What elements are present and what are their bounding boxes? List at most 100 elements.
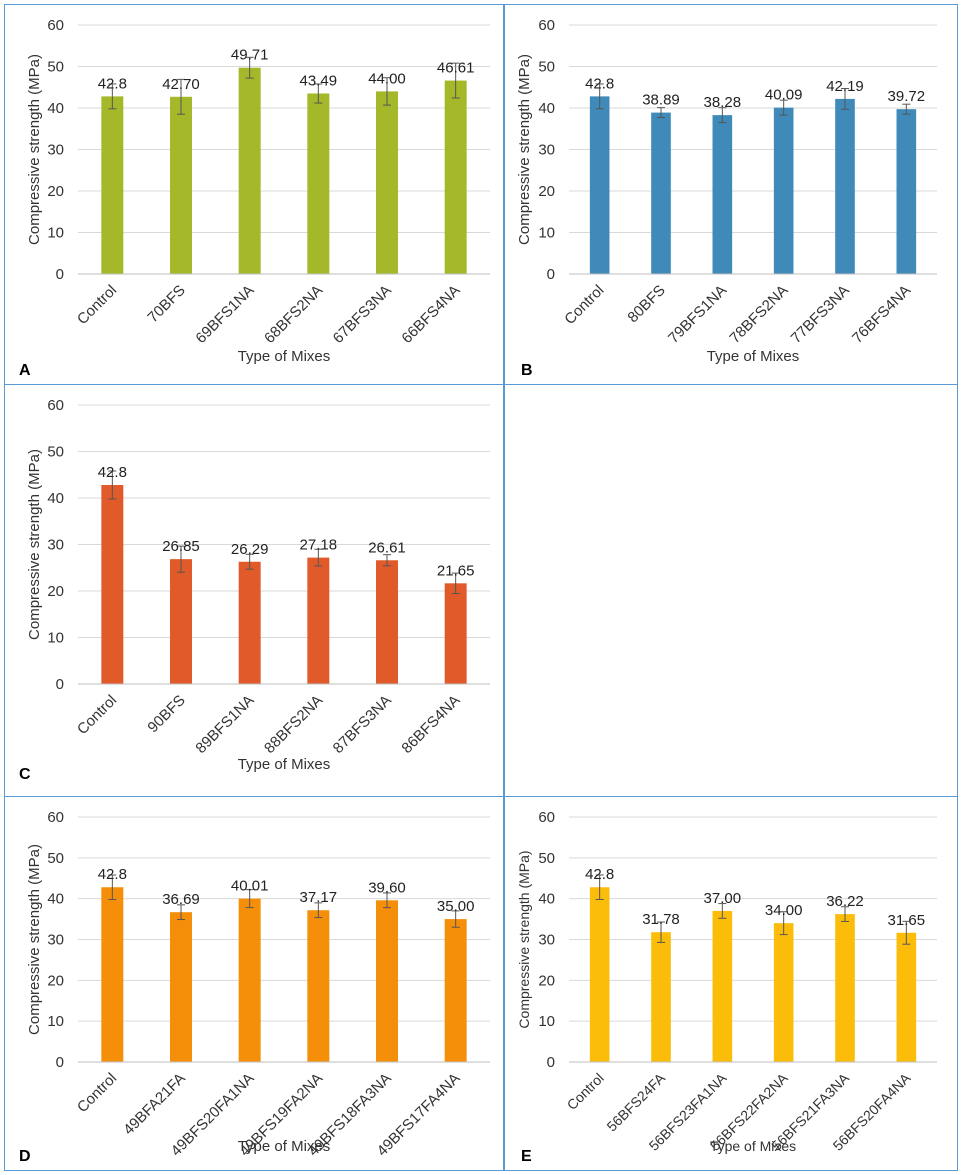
data-label: 27.18 (300, 537, 338, 554)
x-tick-label: Control (74, 1070, 120, 1116)
y-tick-label: 60 (538, 17, 555, 34)
error-bar (108, 874, 117, 900)
y-tick-label: 40 (47, 100, 64, 117)
y-axis-title: Compressive strength (MPa) (26, 449, 43, 640)
y-tick-label: 10 (47, 630, 64, 647)
x-tick-label: 88BFS2NA (261, 692, 326, 757)
x-tick-label: 68BFS2NA (261, 282, 326, 347)
data-label: 43.49 (300, 73, 338, 90)
bar (896, 109, 917, 274)
error-bar (595, 83, 604, 110)
chart-a: 0 10 20 30 40 50 60 Compressive strength (MPa) 4… (26, 17, 490, 365)
data-label: 42.70 (162, 76, 200, 93)
y-tick-label: 50 (47, 850, 64, 867)
data-label: 35.00 (437, 898, 475, 915)
y-tick-label: 20 (47, 183, 64, 200)
x-tick-label: Control (564, 1070, 607, 1113)
error-bar (451, 572, 460, 595)
error-bar (902, 920, 911, 945)
data-label: 31.78 (642, 911, 680, 928)
x-tick-label: 70BFS (144, 282, 188, 326)
panel-label-e: E (521, 1148, 532, 1165)
error-bar (245, 889, 254, 909)
error-bar (451, 62, 460, 99)
bar (651, 932, 671, 1062)
y-tick-label: 30 (538, 142, 555, 159)
error-bar (245, 553, 254, 570)
error-bar (245, 56, 254, 79)
x-tick-label: 80BFS (624, 282, 668, 326)
data-label: 42.8 (98, 866, 127, 883)
x-tick-label: 49BFA21FA (120, 1070, 189, 1139)
bar (376, 91, 398, 275)
bar (444, 583, 467, 684)
error-bar (657, 107, 665, 119)
error-bar (779, 911, 788, 936)
x-tick-label: 87BFS3NA (330, 692, 395, 757)
bar (712, 115, 733, 274)
data-label: 42.19 (826, 78, 864, 95)
y-tick-label: 40 (538, 891, 555, 908)
y-tick-label: 10 (538, 1013, 555, 1030)
error-bar (177, 904, 185, 921)
x-tick-label: 76BFS4NA (849, 282, 914, 347)
x-tick-label: 86BFS4NA (398, 692, 463, 757)
panel-e: 0 10 20 30 40 50 60 Compressive strength (MPa) 4… (504, 796, 958, 1171)
error-bar (314, 902, 323, 919)
data-label: 40.01 (231, 878, 269, 895)
y-tick-label: 0 (547, 1054, 555, 1071)
data-label: 39.72 (888, 88, 926, 105)
x-axis-title: Type of Mixes (238, 1138, 331, 1155)
y-tick-label: 20 (538, 972, 555, 989)
bar (238, 898, 261, 1062)
data-label: 31.65 (888, 912, 926, 929)
y-tick-label: 50 (538, 850, 555, 867)
y-axis-title: Compressive strength (MPa) (516, 54, 533, 245)
x-axis-title: Type of Mixes (238, 756, 331, 773)
y-tick-label: 10 (47, 1013, 64, 1030)
panel-a: 0 10 20 30 40 50 60 Compressive strength (MPa) 4… (4, 4, 504, 385)
error-bar (177, 78, 185, 115)
y-tick-label: 40 (47, 490, 64, 507)
error-bar (902, 103, 911, 115)
bar (238, 67, 261, 275)
error-bar (718, 107, 727, 124)
bar (101, 96, 124, 274)
x-axis-title: Type of Mixes (707, 348, 800, 365)
panel-c: 0 10 20 30 40 50 60 Compressive strength (MPa) 4… (4, 384, 504, 797)
x-tick-label: Control (74, 692, 120, 738)
y-tick-label: 0 (56, 676, 64, 693)
panel-label-c: C (19, 766, 31, 783)
data-label: 34.00 (765, 902, 803, 919)
x-tick-label: 69BFS1NA (192, 282, 257, 347)
bar (170, 96, 192, 274)
chart-c: 0 10 20 30 40 50 60 Compressive strength (MPa) 4… (26, 397, 490, 773)
y-tick-label: 60 (47, 397, 64, 414)
bar (101, 484, 124, 684)
error-bar (108, 83, 117, 110)
y-tick-label: 20 (47, 583, 64, 600)
error-bar (314, 548, 323, 567)
data-label: 26.85 (162, 538, 200, 555)
data-label: 37.17 (300, 889, 338, 906)
data-label: 21.65 (437, 562, 475, 579)
y-tick-label: 10 (47, 225, 64, 242)
bar (712, 910, 733, 1062)
panel-b: 0 10 20 30 40 50 60 Compressive strength (MPa) 4… (504, 4, 958, 385)
y-tick-label: 30 (47, 142, 64, 159)
x-tick-label: 66BFS4NA (398, 282, 463, 347)
y-tick-label: 60 (538, 809, 555, 826)
data-label: 42.8 (585, 75, 614, 92)
bar (376, 560, 398, 684)
y-tick-label: 20 (47, 972, 64, 989)
x-tick-label: 79BFS1NA (665, 282, 730, 347)
error-bar (383, 554, 391, 567)
y-tick-label: 0 (56, 266, 64, 283)
y-tick-label: 50 (538, 59, 555, 76)
y-tick-label: 40 (47, 891, 64, 908)
y-axis-title: Compressive strength (MPa) (516, 850, 532, 1028)
bar (376, 900, 398, 1062)
data-label: 36.69 (162, 891, 200, 908)
bar (896, 932, 917, 1062)
data-label: 46.61 (437, 60, 475, 77)
